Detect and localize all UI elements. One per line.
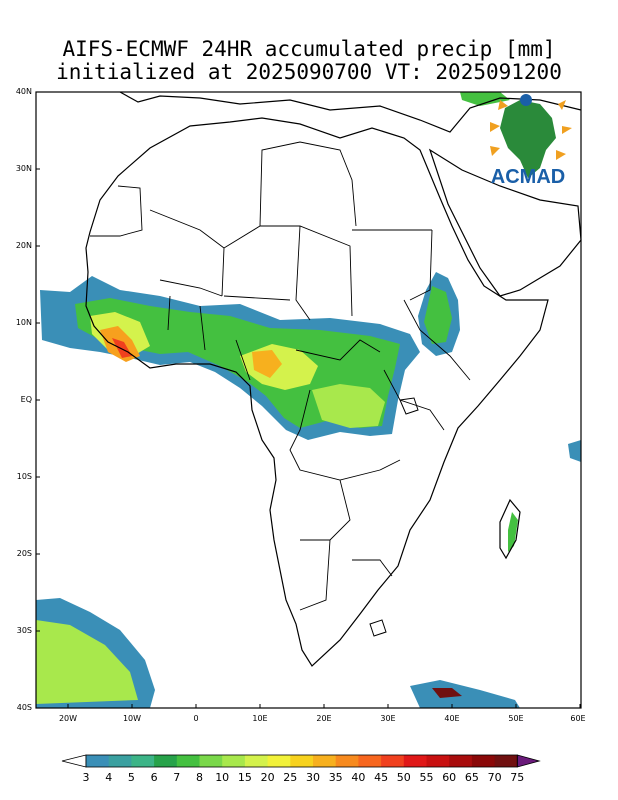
colorbar-swatch xyxy=(449,755,473,767)
colorbar-label: 30 xyxy=(306,771,320,784)
precip-south-atlantic-core xyxy=(36,620,138,704)
colorbar-swatch xyxy=(222,755,246,767)
colorbar-swatch xyxy=(313,755,337,767)
lon-label-20w: 20W xyxy=(58,714,78,723)
colorbar-label: 75 xyxy=(510,771,525,784)
lon-label-40e: 40E xyxy=(444,714,460,723)
madagascar-outline xyxy=(499,498,521,560)
lon-label-10e: 10E xyxy=(252,714,268,723)
colorbar-label: 20 xyxy=(260,771,275,784)
lon-label-30e: 30E xyxy=(380,714,396,723)
colorbar-swatch xyxy=(381,755,405,767)
colorbar-swatch xyxy=(471,755,496,767)
colorbar-swatch xyxy=(267,755,291,767)
logo-drop xyxy=(520,94,532,106)
map-title-line-1: AIFS-ECMWF 24HR accumulated precip [mm] xyxy=(62,37,556,61)
lat-label-40n: 40N xyxy=(15,87,32,96)
colorbar-label: 70 xyxy=(487,771,502,784)
colorbar-label: 3 xyxy=(82,771,90,784)
colorbar-swatch xyxy=(176,755,200,767)
colorbar-swatch xyxy=(358,755,382,767)
colorbar-label: 10 xyxy=(215,771,230,784)
colorbar-label: 40 xyxy=(351,771,366,784)
lake-victoria xyxy=(399,397,419,415)
map-title-line-2: initialized at 2025090700 VT: 2025091200 xyxy=(56,60,562,84)
land-outlines xyxy=(85,91,582,667)
lat-label-20s: 20S xyxy=(16,549,32,558)
colorbar-label: 45 xyxy=(374,771,389,784)
lat-label-30s: 30S xyxy=(16,626,32,635)
colorbar-swatch xyxy=(131,755,155,767)
precip-indian-ocean-east xyxy=(568,440,581,462)
lesotho-outline xyxy=(369,619,387,637)
colorbar-swatch xyxy=(244,755,269,767)
colorbar-outline xyxy=(85,754,518,768)
logo-sun-rays xyxy=(490,100,572,160)
colorbar-label: 7 xyxy=(173,771,181,784)
colorbar-label: 35 xyxy=(328,771,343,784)
colorbar-label: 8 xyxy=(196,771,203,784)
colorbar-label: 50 xyxy=(396,771,411,784)
precip-field xyxy=(36,92,581,708)
colorbar-label: 65 xyxy=(464,771,479,784)
colorbar-label: 5 xyxy=(127,771,135,784)
colorbar-label: 6 xyxy=(150,771,158,784)
lat-label-10n: 10N xyxy=(15,318,32,327)
colorbar-label: 55 xyxy=(419,771,434,784)
acmad-logo: ACMAD xyxy=(490,94,572,188)
lat-label-eq: EQ xyxy=(20,395,32,404)
colorbar-swatch xyxy=(86,755,110,767)
precip-southern-ocean xyxy=(410,680,520,708)
colorbar xyxy=(61,754,541,768)
colorbar-swatch xyxy=(290,755,314,767)
colorbar-under-triangle xyxy=(61,754,87,768)
precip-congo-core xyxy=(312,384,385,428)
precip-central-max xyxy=(252,350,282,378)
lon-label-50e: 50E xyxy=(508,714,524,723)
precip-southern-ocean-core xyxy=(432,688,462,698)
colorbar-label: 60 xyxy=(442,771,457,784)
lon-label-20e: 20E xyxy=(316,714,332,723)
colorbar-swatch xyxy=(108,755,132,767)
logo-text: ACMAD xyxy=(491,166,565,188)
colorbar-swatch xyxy=(154,755,178,767)
country-borders xyxy=(90,141,471,611)
colorbar-swatch xyxy=(494,755,518,767)
logo-africa-silhouette xyxy=(500,100,556,178)
lon-label-10w: 10W xyxy=(122,714,142,723)
colorbar-swatch xyxy=(426,755,450,767)
colorbar-swatch xyxy=(199,755,223,767)
colorbar-swatch xyxy=(335,755,359,767)
africa-coastline xyxy=(85,117,549,667)
colorbar-label: 25 xyxy=(283,771,298,784)
lon-label-60e: 60E xyxy=(570,714,586,723)
arabia-outline xyxy=(428,148,582,297)
lat-label-10s: 10S xyxy=(16,472,32,481)
precip-madagascar xyxy=(508,512,518,552)
colorbar-swatch xyxy=(403,755,427,767)
precip-ethiopia-core xyxy=(424,286,452,344)
colorbar-label: 4 xyxy=(105,771,113,784)
map-panel: ACMAD xyxy=(35,91,582,709)
lat-label-30n: 30N xyxy=(15,164,32,173)
precip-mediterranean xyxy=(460,92,510,106)
lat-label-20n: 20N xyxy=(15,241,32,250)
colorbar-over-triangle xyxy=(516,754,541,768)
lat-label-40s: 40S xyxy=(16,703,32,712)
precip-guinea-peak xyxy=(112,338,132,358)
lon-label-0: 0 xyxy=(193,714,199,723)
europe-outline xyxy=(119,91,582,133)
axis-ticks xyxy=(36,91,581,709)
colorbar-label: 15 xyxy=(237,771,252,784)
